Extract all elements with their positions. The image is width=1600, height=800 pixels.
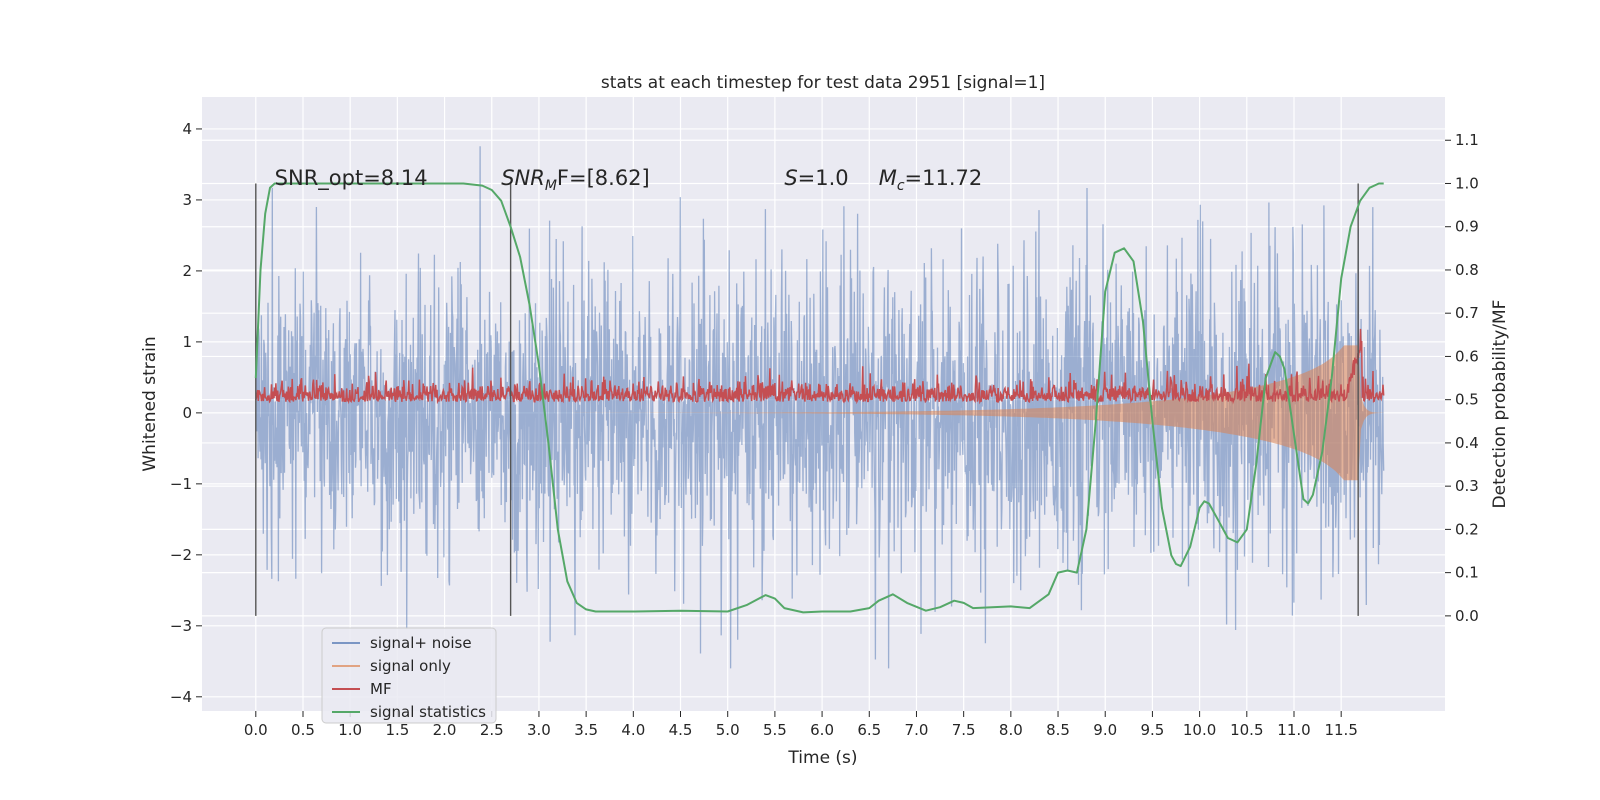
legend: signal+ noise signal only MF signal statist… bbox=[321, 627, 497, 724]
signal-noise-line bbox=[255, 146, 1385, 669]
x-tick-label: 6.0 bbox=[810, 721, 834, 739]
y-tick-label-left: 4 bbox=[182, 120, 192, 138]
x-tick-label: 8.5 bbox=[1046, 721, 1070, 739]
mf-line bbox=[255, 328, 1385, 405]
y-tick-label-left: 2 bbox=[182, 262, 192, 280]
x-tick-label: 3.0 bbox=[527, 721, 551, 739]
y-tick-label-right: 0.0 bbox=[1455, 607, 1479, 625]
y-tick-label-right: 0.6 bbox=[1455, 347, 1479, 365]
y-tick-label-right: 0.2 bbox=[1455, 520, 1479, 538]
annotation-text: S=1.0 bbox=[784, 166, 848, 190]
y-tick-label-left: −1 bbox=[170, 475, 192, 493]
y-tick-label-left: 3 bbox=[182, 191, 192, 209]
x-tick-label: 1.5 bbox=[385, 721, 409, 739]
x-tick-label: 11.5 bbox=[1324, 721, 1357, 739]
x-tick-label: 2.0 bbox=[433, 721, 457, 739]
x-tick-label: 11.0 bbox=[1277, 721, 1310, 739]
x-tick-label: 1.0 bbox=[338, 721, 362, 739]
annotation-subscript: c bbox=[897, 178, 905, 194]
legend-label: signal only bbox=[370, 657, 451, 675]
x-tick-label: 3.5 bbox=[574, 721, 598, 739]
annotation-base: M bbox=[879, 166, 897, 190]
x-tick-label: 10.0 bbox=[1183, 721, 1216, 739]
signal-only-envelope bbox=[255, 345, 1384, 481]
x-tick-label: 10.5 bbox=[1230, 721, 1263, 739]
vertical-markers bbox=[255, 183, 1359, 616]
chart-title: stats at each timestep for test data 295… bbox=[601, 73, 1045, 93]
annotation-rest: =1.0 bbox=[798, 166, 849, 190]
annotation-text: Mc=11.72 bbox=[879, 166, 983, 194]
y-tick-label-right: 0.1 bbox=[1455, 564, 1479, 582]
x-tick-label: 7.0 bbox=[905, 721, 929, 739]
legend-label: signal statistics bbox=[370, 703, 486, 721]
annotation-rest: F=[8.62] bbox=[557, 166, 650, 190]
signal-statistics-series bbox=[254, 182, 1384, 614]
y-tick-label-left: −4 bbox=[170, 688, 192, 706]
signal-only-series bbox=[255, 345, 1384, 481]
legend-label: MF bbox=[370, 680, 392, 698]
y-tick-label-right: 0.9 bbox=[1455, 218, 1479, 236]
annotation-base: SNR bbox=[501, 166, 545, 190]
x-tick-label: 2.5 bbox=[480, 721, 504, 739]
annotations: SNR_opt=8.14 SNRMF=[8.62] S=1.0 Mc=11.72 bbox=[275, 166, 983, 194]
x-tick-label: 0.5 bbox=[291, 721, 315, 739]
legend-box bbox=[321, 627, 497, 724]
annotation-rest: =11.72 bbox=[905, 166, 983, 190]
y-tick-label-right: 1.1 bbox=[1455, 131, 1479, 149]
y-tick-label-left: −2 bbox=[170, 546, 192, 564]
x-tick-label: 4.0 bbox=[621, 721, 645, 739]
x-tick-label: 5.5 bbox=[763, 721, 787, 739]
x-tick-label: 8.0 bbox=[999, 721, 1023, 739]
x-tick-label: 5.0 bbox=[716, 721, 740, 739]
annotation-text: SNR_opt=8.14 bbox=[275, 166, 428, 191]
annotation-base: S bbox=[784, 166, 797, 190]
annotation-subscript: M bbox=[545, 178, 557, 194]
x-tick-label: 9.5 bbox=[1140, 721, 1164, 739]
annotation-text: SNRMF=[8.62] bbox=[501, 166, 650, 194]
y-tick-label-right: 0.8 bbox=[1455, 261, 1479, 279]
y-tick-label-left: 1 bbox=[182, 333, 192, 351]
x-tick-label: 0.0 bbox=[244, 721, 268, 739]
y-tick-label-right: 0.4 bbox=[1455, 434, 1479, 452]
signal-statistics-line bbox=[254, 182, 1384, 614]
y-axis-label-left: Whitened strain bbox=[140, 336, 160, 471]
x-axis-label: Time (s) bbox=[787, 748, 857, 768]
x-tick-label: 9.0 bbox=[1093, 721, 1117, 739]
y-tick-label-right: 0.5 bbox=[1455, 391, 1479, 409]
legend-label: signal+ noise bbox=[370, 634, 472, 652]
y-tick-label-left: 0 bbox=[182, 404, 192, 422]
x-tick-label: 6.5 bbox=[857, 721, 881, 739]
signal-noise-series bbox=[255, 146, 1385, 669]
ticks: 0.0 0.5 1.0 1.5 2.0 2.5 3.0 3.5 4.0 4.5 5.0 5.5 6.0 6… bbox=[170, 120, 1479, 739]
y-axis-label-right: Detection probability/MF bbox=[1490, 300, 1510, 509]
y-tick-label-left: −3 bbox=[170, 617, 192, 635]
mf-series bbox=[255, 328, 1385, 405]
x-tick-label: 4.5 bbox=[669, 721, 693, 739]
y-tick-label-right: 0.7 bbox=[1455, 304, 1479, 322]
x-tick-label: 7.5 bbox=[952, 721, 976, 739]
y-tick-label-right: 0.3 bbox=[1455, 477, 1479, 495]
y-tick-label-right: 1.0 bbox=[1455, 174, 1479, 192]
